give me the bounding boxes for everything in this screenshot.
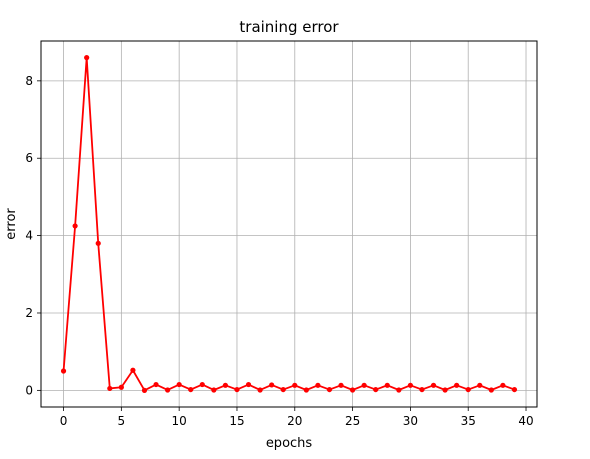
data-point [60, 368, 67, 374]
series-line [62, 56, 515, 392]
data-point [373, 386, 379, 393]
data-point [107, 385, 113, 392]
data-point [141, 387, 148, 393]
data-point [303, 387, 309, 393]
data-point [465, 386, 471, 393]
grid [41, 41, 537, 407]
plot-frame [40, 40, 538, 408]
data-point [430, 382, 437, 388]
data-point [211, 387, 217, 393]
data-point [176, 381, 182, 388]
data-point [257, 387, 263, 393]
x-tick-label: 30 [403, 414, 418, 428]
x-tick-label: 0 [60, 414, 68, 428]
y-axis-label: error [4, 208, 19, 240]
series-layer [60, 55, 518, 393]
data-point [488, 387, 494, 393]
data-point [234, 386, 240, 393]
data-point [407, 382, 413, 388]
data-point [188, 386, 194, 393]
x-tick-label: 15 [229, 414, 244, 428]
x-tick-label: 5 [118, 414, 126, 428]
x-axis-label: epochs [266, 436, 313, 451]
data-point [396, 387, 402, 393]
ticks: 0 5 10 15 20 25 30 35 40 0 2 4 6 8 [25, 74, 533, 428]
data-point [84, 55, 90, 61]
data-point [72, 223, 78, 229]
data-point [500, 382, 506, 388]
y-tick-label: 4 [25, 229, 33, 243]
data-point [199, 381, 205, 388]
data-point [454, 382, 460, 388]
x-tick-label: 10 [172, 414, 187, 428]
data-point [511, 386, 518, 393]
data-point [384, 382, 390, 388]
data-point [292, 382, 298, 388]
data-point [280, 386, 286, 393]
y-tick-label: 6 [25, 151, 33, 165]
data-point [245, 381, 252, 388]
data-point [349, 387, 356, 393]
x-tick-label: 35 [461, 414, 476, 428]
data-point [315, 382, 321, 388]
data-point [326, 386, 333, 393]
y-tick-label: 0 [25, 383, 33, 397]
data-point [269, 382, 275, 388]
y-tick-label: 2 [25, 306, 33, 320]
data-point [477, 382, 483, 388]
y-tick-label: 8 [25, 74, 33, 88]
data-point [338, 382, 344, 388]
data-point [361, 382, 367, 388]
x-tick-label: 25 [345, 414, 360, 428]
data-point [118, 384, 124, 390]
data-point [442, 387, 448, 393]
data-point [130, 367, 136, 373]
data-point [165, 387, 171, 393]
chart-title: training error [239, 18, 339, 36]
data-point [222, 382, 229, 388]
x-tick-label: 20 [287, 414, 302, 428]
data-point [95, 240, 101, 246]
x-tick-label: 40 [518, 414, 533, 428]
data-point [153, 381, 159, 388]
data-point [419, 386, 425, 393]
